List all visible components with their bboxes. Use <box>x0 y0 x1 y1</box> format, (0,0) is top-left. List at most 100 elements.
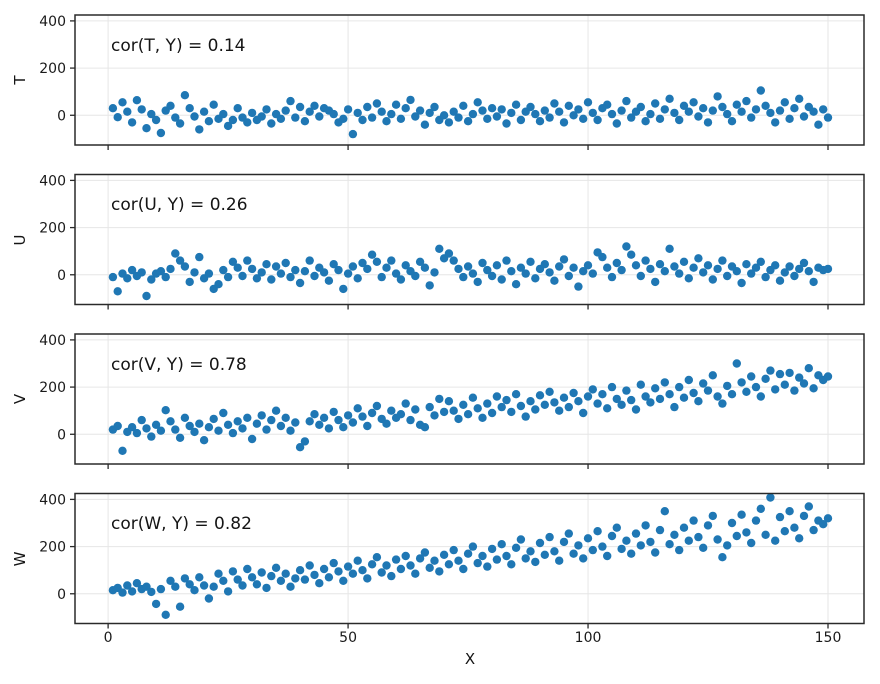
data-point <box>257 268 266 277</box>
data-point <box>555 107 564 116</box>
data-point <box>430 268 439 277</box>
x-tick-label: 0 <box>104 630 113 646</box>
data-point <box>468 542 478 551</box>
data-point <box>636 102 645 112</box>
data-point <box>507 108 516 118</box>
data-point <box>132 579 142 588</box>
data-point <box>267 119 276 128</box>
data-point <box>823 113 833 122</box>
data-point <box>502 256 511 265</box>
data-point <box>478 551 487 561</box>
data-point <box>329 558 338 568</box>
data-point <box>358 566 367 575</box>
data-point <box>823 264 833 274</box>
data-point <box>468 269 478 278</box>
data-point <box>631 529 641 538</box>
data-point <box>195 573 204 582</box>
data-point <box>430 556 439 565</box>
data-point <box>411 112 420 121</box>
data-point <box>622 96 631 106</box>
data-point <box>795 534 804 543</box>
y-tick-label: 0 <box>57 587 66 603</box>
data-point <box>708 275 717 284</box>
data-point <box>631 261 641 270</box>
data-point <box>209 582 218 591</box>
data-point <box>593 399 602 408</box>
data-point <box>617 544 626 554</box>
data-point <box>670 108 679 118</box>
data-point <box>137 268 146 277</box>
data-point <box>387 109 396 119</box>
data-point <box>363 574 372 583</box>
data-point <box>223 272 233 282</box>
data-point <box>790 104 799 113</box>
data-point <box>219 109 228 119</box>
data-point <box>655 394 665 404</box>
data-point <box>732 100 741 109</box>
data-point <box>113 421 122 431</box>
data-point <box>809 107 818 116</box>
data-point <box>795 94 804 104</box>
data-point <box>348 418 358 427</box>
data-point <box>185 277 194 287</box>
panel-w-annotation: cor(W, Y) = 0.82 <box>111 514 252 534</box>
data-point <box>295 443 305 452</box>
data-point <box>382 561 391 570</box>
data-point <box>406 561 415 570</box>
data-point <box>521 412 530 421</box>
data-point <box>660 267 669 276</box>
data-point <box>233 104 242 113</box>
data-point <box>238 424 247 433</box>
data-point <box>761 272 770 282</box>
data-point <box>339 284 348 294</box>
data-point <box>612 258 621 268</box>
data-point <box>718 399 727 408</box>
data-point <box>353 556 362 565</box>
data-point <box>665 540 674 549</box>
data-point <box>262 583 271 593</box>
panel-w-ylabel: W <box>11 551 29 567</box>
data-point <box>243 564 252 574</box>
data-point <box>367 408 377 418</box>
data-point <box>545 113 554 122</box>
data-point <box>473 98 482 107</box>
data-point <box>588 545 597 555</box>
data-point <box>180 413 190 422</box>
data-point <box>646 264 655 274</box>
data-point <box>257 568 266 577</box>
data-point <box>507 267 516 276</box>
data-point <box>415 554 425 563</box>
data-point <box>483 265 492 275</box>
data-point <box>516 263 526 272</box>
data-point <box>305 561 314 570</box>
data-point <box>310 410 319 419</box>
y-tick-label: 400 <box>39 492 66 508</box>
data-point <box>468 393 478 402</box>
data-point <box>459 101 468 111</box>
data-point <box>276 421 286 431</box>
data-point <box>641 521 650 530</box>
data-point <box>684 274 693 283</box>
data-point <box>665 244 674 253</box>
data-point <box>583 392 593 401</box>
data-point <box>343 269 353 278</box>
data-point <box>588 385 597 394</box>
data-point <box>262 105 271 114</box>
data-point <box>732 531 741 541</box>
data-point <box>607 109 617 119</box>
data-point <box>113 113 122 122</box>
data-point <box>718 256 727 265</box>
data-point <box>228 257 238 266</box>
data-point <box>281 569 290 578</box>
data-point <box>641 392 650 401</box>
data-point <box>252 419 262 428</box>
data-point <box>742 387 751 396</box>
data-point <box>353 274 362 283</box>
data-point <box>564 402 573 412</box>
data-point <box>780 380 789 389</box>
data-point <box>247 264 257 274</box>
data-point <box>329 109 338 119</box>
data-point <box>607 382 617 392</box>
data-point <box>737 510 746 519</box>
panel-t-annotation: cor(T, Y) = 0.14 <box>111 36 246 56</box>
